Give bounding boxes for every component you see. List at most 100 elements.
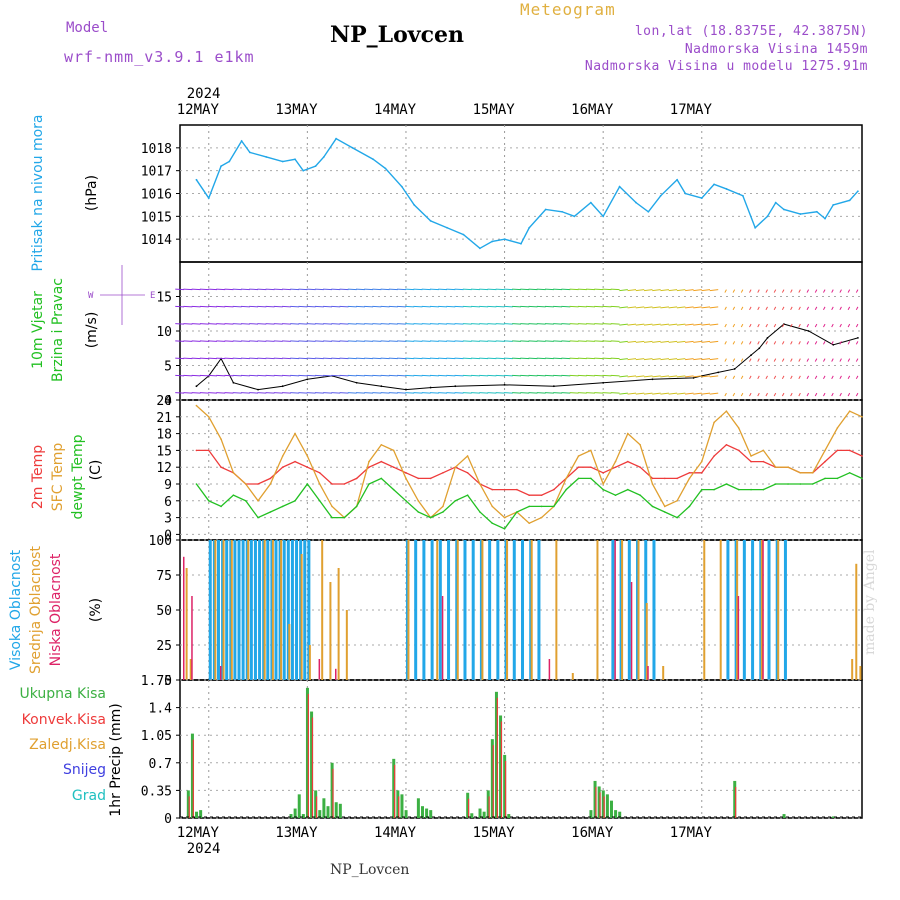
- temperature-point-1: [811, 472, 814, 474]
- wind-arrow-mark: [232, 357, 242, 360]
- wind-arrow-mark: [790, 323, 793, 328]
- wind-arrow-mark: [372, 323, 382, 325]
- wind-arrow-mark: [273, 392, 283, 394]
- temperature-point-0: [417, 477, 420, 480]
- wind-arrow-mark: [544, 305, 554, 308]
- page-title: NP_Lovcen: [330, 22, 464, 48]
- temperature-point-0: [713, 455, 715, 457]
- temperature-point-0: [429, 477, 432, 480]
- precip-conv-bar: [315, 796, 318, 818]
- cloud-bar-2: [318, 659, 321, 680]
- wind-arrow-mark: [610, 392, 620, 394]
- wind-arrow-mark: [855, 306, 859, 311]
- wind-arrow-mark: [528, 288, 538, 291]
- cloud-bar-2: [183, 556, 185, 680]
- precip-bar: [425, 808, 429, 818]
- top-day-label: 13MAY: [275, 102, 318, 118]
- wind-arrow-mark: [462, 340, 472, 342]
- wind-arrow-mark: [347, 340, 357, 342]
- wind-arrow-mark: [536, 374, 546, 377]
- precip-legend-item: Grad: [72, 788, 106, 804]
- wind-arrow-mark: [643, 306, 653, 309]
- wind-arrow-mark: [561, 288, 571, 291]
- wind-arrow-mark: [660, 306, 669, 309]
- top-day-label: 12MAY: [177, 102, 220, 118]
- wind-arrow-mark: [765, 358, 768, 362]
- wind-arrow-mark: [561, 305, 571, 308]
- wind-arrow-mark: [749, 341, 752, 345]
- wind-arrow-mark: [462, 305, 472, 308]
- cloud-bar-2: [335, 668, 337, 680]
- wind-speed-point: [651, 378, 654, 381]
- y-tick-label-temperature: 15: [156, 444, 172, 459]
- pressure-point: [824, 217, 826, 220]
- wind-arrow-mark: [471, 392, 480, 394]
- wind-arrow-mark: [561, 323, 571, 325]
- wind-arrow-mark: [577, 340, 587, 342]
- wind-unit-label: (m/s): [84, 312, 100, 349]
- temperature-point-0: [639, 466, 641, 469]
- wind-arrow-mark: [685, 289, 694, 292]
- wind-arrow-mark: [814, 341, 818, 345]
- wind-arrow-mark: [757, 341, 760, 345]
- wind-arrow-mark: [282, 374, 291, 377]
- temperature-point-2: [392, 488, 395, 491]
- wind-arrow-mark: [798, 323, 801, 328]
- wind-arrow-mark: [306, 323, 316, 325]
- temperature-point-1: [269, 483, 272, 485]
- wind-arrow-mark: [380, 374, 390, 377]
- wind-arrow-mark: [314, 374, 324, 377]
- wind-arrow-mark: [380, 323, 390, 325]
- top-day-label: 14MAY: [374, 102, 417, 118]
- wind-arrow-mark: [790, 306, 793, 311]
- compass-west-label: W: [88, 291, 94, 301]
- pressure-point: [429, 220, 432, 222]
- wind-arrow-mark: [232, 288, 242, 291]
- wind-arrow-mark: [265, 340, 275, 342]
- temperature-point-2: [602, 488, 604, 491]
- wind-arrow-mark: [806, 358, 810, 362]
- cloud-bar-1: [321, 540, 324, 680]
- precip-bar: [318, 810, 322, 818]
- wind-arrow-mark: [495, 323, 505, 325]
- wind-arrow-mark: [709, 340, 719, 343]
- cloud-bar-2: [441, 596, 444, 680]
- y-tick-label-temperature: 12: [156, 461, 172, 476]
- wind-arrow-mark: [257, 288, 267, 291]
- wind-arrow-mark: [240, 323, 250, 325]
- compass-east-label: E: [150, 291, 155, 301]
- wind-arrow-mark: [495, 392, 505, 394]
- wind-arrow-mark: [561, 374, 571, 377]
- temperature-point-2: [651, 505, 654, 508]
- wind-arrow-mark: [364, 305, 374, 308]
- wind-arrow-mark: [512, 392, 522, 394]
- precip-conv-bar: [603, 796, 605, 818]
- wind-arrow-mark: [652, 392, 661, 395]
- wind-arrow-mark: [298, 305, 308, 308]
- lonlat-text: lon,lat (18.8375E, 42.3875N): [634, 24, 868, 39]
- cloud-bar-0: [233, 540, 237, 680]
- wind-arrow-mark: [790, 392, 793, 397]
- wind-arrow-mark: [355, 323, 365, 325]
- wind-arrow-mark: [839, 375, 842, 380]
- wind-arrow-mark: [191, 288, 201, 291]
- temperature-point-2: [774, 483, 777, 485]
- temperature-point-0: [318, 472, 321, 474]
- temperature-point-2: [737, 488, 740, 491]
- wind-arrow-mark: [257, 305, 267, 308]
- cloud-bar-1: [230, 540, 233, 680]
- wind-arrow-mark: [847, 375, 851, 380]
- wind-arrow-mark: [823, 358, 826, 362]
- wind-arrow-mark: [191, 374, 201, 377]
- wind-arrow-mark: [724, 375, 727, 380]
- temperature-point-2: [836, 477, 839, 480]
- wind-arrow-mark: [183, 392, 193, 394]
- temperature-point-1: [688, 477, 691, 480]
- wind-arrow-mark: [781, 289, 785, 293]
- wind-arrow-mark: [249, 340, 259, 342]
- wind-arrow-mark: [757, 358, 760, 362]
- wind-arrow-mark: [397, 305, 406, 308]
- wind-arrow-mark: [240, 305, 250, 308]
- wind-speed-point: [750, 354, 752, 357]
- wind-arrow-mark: [765, 341, 768, 345]
